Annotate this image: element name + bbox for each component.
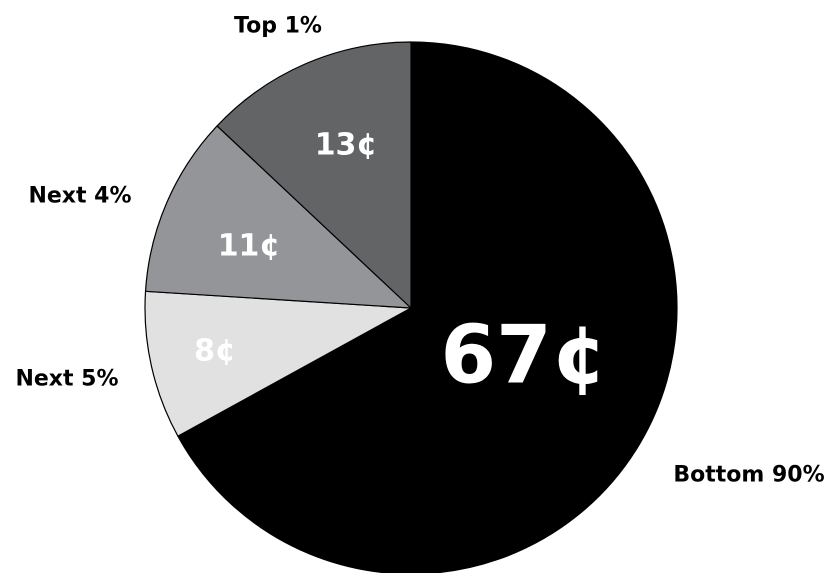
- slice-value-label-bottom-90pct: 67¢: [441, 309, 608, 402]
- slice-category-label-bottom-90pct: Bottom 90%: [673, 463, 824, 488]
- slice-category-label-next-5pct: Next 5%: [15, 367, 118, 392]
- pie-slice-next-4pct: [144, 125, 412, 309]
- slice-category-labels: Bottom 90% Next 5% Next 4% Top 1%: [15, 14, 824, 488]
- pie-slice-next-5pct: [144, 290, 412, 437]
- slice-value-label-top-1pct: 13¢: [315, 128, 378, 163]
- slice-value-label-next-5pct: 8¢: [194, 334, 236, 369]
- slice-value-labels: 67¢ 8¢ 11¢ 13¢: [194, 128, 607, 402]
- slice-category-label-next-4pct: Next 4%: [28, 184, 131, 209]
- pie-slice-bottom-90pct: [177, 41, 678, 573]
- slice-category-label-top-1pct: Top 1%: [234, 14, 322, 39]
- pie-slice-top-1pct: [216, 41, 412, 309]
- slice-value-label-next-4pct: 11¢: [218, 229, 281, 264]
- pie-slices: [144, 41, 678, 573]
